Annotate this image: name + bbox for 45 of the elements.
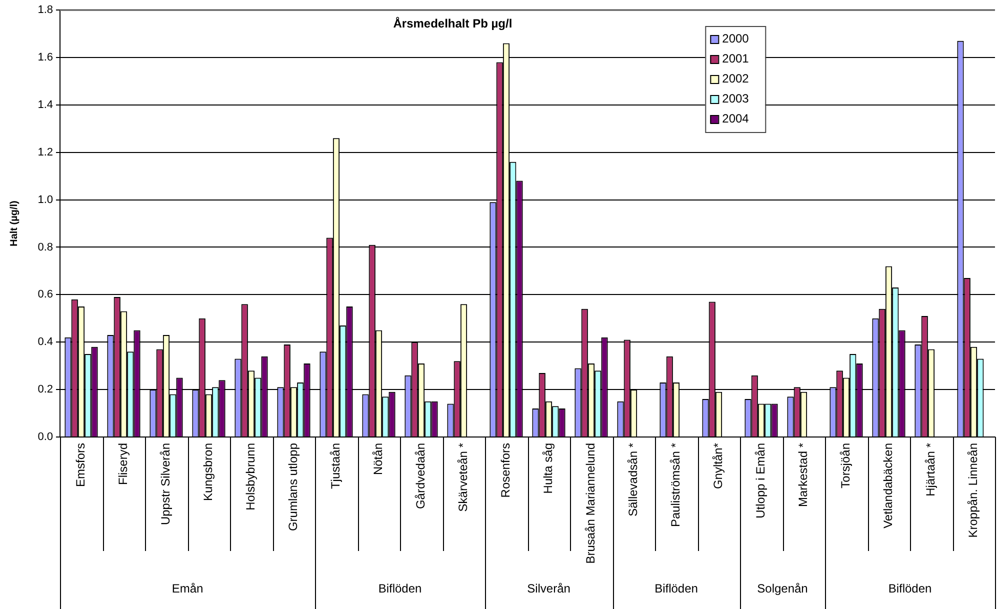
x-tick-label: Uppstr Silverån [158,443,173,526]
y-tick-label: 0.4 [38,336,53,348]
x-tick-label: Skärveteån * [456,442,470,512]
x-tick-label: Vetlandabäcken [881,443,896,528]
text: Årsmedelhalt Pb µg/l [393,16,512,30]
y-tick-label: 0.6 [38,288,53,301]
legend-label: 2004 [722,111,750,126]
x-tick-label: Hjärtaån * [924,442,938,496]
y-tick-label: 1.4 [38,98,53,111]
x-tick-label: Tjustaån [328,443,343,490]
y-tick-label: 0.0 [38,431,53,444]
x-tick-label: Grumlans utlopp [286,442,300,532]
x-tick-label: Fliseryd [116,443,130,486]
legend-label: 2000 [722,31,750,46]
x-tick-label: Torsjöån [838,443,853,488]
text: Biflöden [654,581,698,596]
text: Biflöden [378,581,422,596]
x-tick-label: Gårdvedaån [414,443,428,510]
legend-label: 2002 [722,71,750,86]
x-tick-label: Brusaån Mariannelund [584,443,598,564]
y-tick-label: 1.8 [38,4,53,16]
text: Biflöden [888,581,932,596]
x-tick-label: Pauliströmsån * [668,442,683,528]
y-tick-label: 1.0 [38,194,53,206]
y-tick-label: 1.2 [38,146,53,158]
y-axis-title: Halt (µg/l) [8,200,20,246]
x-tick-label: Emsfors [74,443,88,488]
x-tick-label: Sällevadsån * [626,442,640,516]
x-tick-label: Nötån [371,443,386,476]
y-tick-label: 0.2 [38,384,53,396]
x-tick-label: Markestad * [796,442,810,508]
x-tick-label: Gnyltån* [711,442,726,490]
x-tick-label: Utlopp i Emån [754,443,768,518]
y-tick-label: 0.8 [38,241,53,254]
text: Silverån [527,581,570,596]
legend-label: 2003 [722,91,750,106]
x-tick-label: Rosenfors [498,443,513,498]
legend-label: 2001 [722,51,750,66]
text: Emån [172,581,204,596]
x-tick-label: Kroppån. Linneån [966,443,980,538]
y-tick-label: 1.6 [38,51,53,64]
x-tick-label: Kungsbron [201,443,216,502]
text: Solgenån [757,581,808,596]
x-tick-label: Hulta såg [541,443,556,494]
x-tick-label: Holsbybrunn [244,443,258,510]
